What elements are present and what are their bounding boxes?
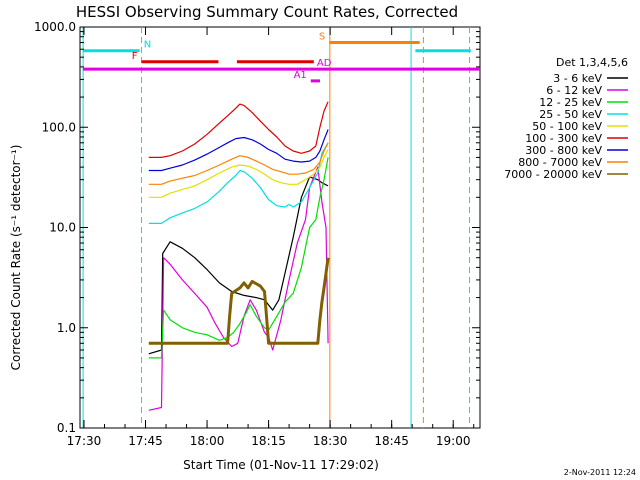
state-bar-label-ad: AD xyxy=(317,58,332,69)
state-bar-label-f: F xyxy=(132,51,138,62)
x-tick-label-0: 17:30 xyxy=(67,434,102,448)
plot-area: NF S AD A1 17:30 17:45 18:00 18:15 18:30 18:45 19:… xyxy=(34,20,628,448)
y-tick-label-1: 1.0 xyxy=(57,321,76,335)
x-tick-label-1: 17:45 xyxy=(128,434,163,448)
series-line-25-50-kev xyxy=(148,142,329,224)
legend-label-7000-20000-kev: 7000 - 20000 keV xyxy=(504,168,602,181)
y-axis-label: Corrected Count Rate (s⁻¹ detector⁻¹) xyxy=(9,145,23,371)
series-line-300-800-kev xyxy=(148,129,329,172)
state-bar-label-a1: A1 xyxy=(294,70,307,81)
series-line-7000-20000-kev xyxy=(148,257,330,345)
legend-label-300-800-kev: 300 - 800 keV xyxy=(525,144,602,157)
legend-label-3-6-kev: 3 - 6 keV xyxy=(553,72,602,85)
y-tick-label-0: 0.1 xyxy=(57,421,76,435)
x-tick-label-6: 19:00 xyxy=(436,434,471,448)
x-axis-label: Start Time (01-Nov-11 17:29:02) xyxy=(183,458,379,472)
series-line-100-300-kev xyxy=(148,101,329,158)
series-line-50-100-kev xyxy=(148,149,329,198)
legend-label-50-100-kev: 50 - 100 keV xyxy=(532,120,602,133)
x-tick-label-3: 18:15 xyxy=(251,434,286,448)
x-tick-label-4: 18:30 xyxy=(313,434,348,448)
y-tick-label-3: 100.0 xyxy=(42,120,76,134)
legend-label-12-25-kev: 12 - 25 keV xyxy=(539,96,602,109)
x-tick-label-2: 18:00 xyxy=(190,434,225,448)
footer-date: 2-Nov-2011 12:24 xyxy=(564,468,636,477)
state-bar-label-s: S xyxy=(319,32,325,43)
plot-frame xyxy=(79,26,481,429)
series-line-3-6-kev xyxy=(148,176,329,355)
series-line-800-7000-kev xyxy=(148,142,329,185)
y-tick-label-4: 1000.0 xyxy=(34,20,76,34)
legend-label-100-300-kev: 100 - 300 keV xyxy=(525,132,602,145)
legend-label-6-12-kev: 6 - 12 keV xyxy=(546,84,602,97)
series-line-12-25-kev xyxy=(148,157,329,359)
series-line-6-12-kev xyxy=(148,166,329,411)
y-tick-label-2: 10.0 xyxy=(49,221,76,235)
state-bar-label-n: N xyxy=(144,40,151,51)
legend-title: Det 1,3,4,5,6 xyxy=(556,56,628,69)
legend-label-800-7000-kev: 800 - 7000 keV xyxy=(518,156,602,169)
legend-label-25-50-kev: 25 - 50 keV xyxy=(539,108,602,121)
chart-title: HESSI Observing Summary Count Rates, Cor… xyxy=(76,3,458,21)
x-tick-label-5: 18:45 xyxy=(374,434,409,448)
